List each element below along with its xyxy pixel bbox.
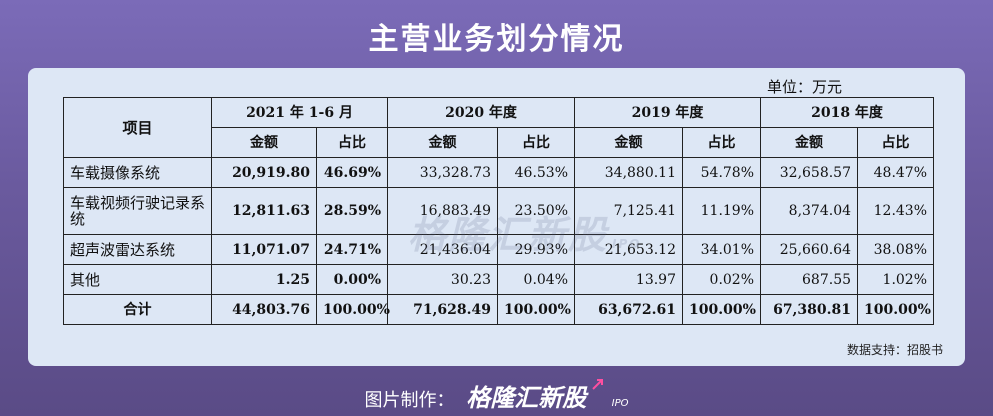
- cell: 44,803.76: [211, 294, 317, 325]
- header-item: 项目: [63, 97, 212, 158]
- cell: 21,436.04: [387, 234, 499, 265]
- cell: 100.00%: [857, 294, 935, 325]
- footer-ipo: IPO: [611, 398, 629, 409]
- header-ratio: 占比: [315, 127, 389, 158]
- table-row: 车载视频行驶记录系统 12,811.63 28.59% 16,883.49 23…: [63, 187, 935, 235]
- footer-label: 图片制作：: [364, 390, 455, 411]
- cell: 29.93%: [497, 234, 576, 265]
- footer-brand: 格隆汇新股: [466, 384, 587, 412]
- header-amount: 金额: [760, 127, 859, 158]
- cell: 46.69%: [315, 157, 389, 188]
- table-row: 车载摄像系统 20,919.80 46.69% 33,328.73 46.53%…: [63, 157, 935, 188]
- cell: 33,328.73: [387, 157, 499, 188]
- cell: 100.00%: [315, 294, 390, 325]
- cell: 54.78%: [682, 157, 762, 188]
- header-ratio: 占比: [857, 127, 935, 158]
- cell: 7,125.41: [574, 187, 684, 235]
- cell: 34,880.11: [574, 157, 684, 188]
- business-table: 项目 2021 年 1-6 月 2020 年度 2019 年度 2018 年度 …: [63, 97, 935, 325]
- cell: 46.53%: [497, 157, 576, 188]
- header-amount: 金额: [211, 127, 317, 158]
- cell: 71,628.49: [387, 294, 499, 325]
- header-period: 2021 年 1-6 月: [210, 97, 389, 128]
- cell: 25,660.64: [760, 234, 859, 265]
- cell: 1.02%: [857, 264, 935, 295]
- cell: 11.19%: [682, 187, 762, 235]
- header-row-1: 项目 2021 年 1-6 月 2020 年度 2019 年度 2018 年度: [63, 97, 935, 158]
- arrow-up-icon: [592, 379, 603, 390]
- cell: 12,811.63: [211, 187, 317, 235]
- header-period: 2019 年度: [574, 97, 762, 128]
- table-row: 其他 1.25 0.00% 30.23 0.04% 13.97 0.02% 68…: [63, 264, 935, 295]
- cell: 8,374.04: [760, 187, 859, 235]
- cell: 21,653.12: [574, 234, 684, 265]
- cell: 100.00%: [497, 294, 576, 325]
- cell: 100.00%: [682, 294, 762, 325]
- table-row: 超声波雷达系统 11,071.07 24.71% 21,436.04 29.93…: [63, 234, 935, 265]
- cell: 34.01%: [682, 234, 762, 265]
- cell: 67,380.81: [760, 294, 859, 325]
- cell: 0.02%: [682, 264, 762, 295]
- cell: 38.08%: [857, 234, 935, 265]
- cell: 48.47%: [857, 157, 935, 188]
- header-period: 2020 年度: [387, 97, 576, 128]
- cell: 32,658.57: [760, 157, 859, 188]
- header-ratio: 占比: [682, 127, 762, 158]
- row-label: 车载摄像系统: [63, 157, 212, 188]
- cell: 30.23: [387, 264, 499, 295]
- cell: 23.50%: [497, 187, 576, 235]
- header-amount: 金额: [574, 127, 684, 158]
- header-amount: 金额: [387, 127, 499, 158]
- cell: 63,672.61: [574, 294, 684, 325]
- header-ratio: 占比: [497, 127, 576, 158]
- row-label: 车载视频行驶记录系统: [63, 187, 212, 235]
- header-row-2: 金额 占比 金额 占比 金额 占比 金额 占比: [64, 127, 935, 158]
- cell: 12.43%: [857, 187, 935, 235]
- cell: 24.71%: [315, 234, 389, 265]
- cell: 0.00%: [315, 264, 389, 295]
- data-source: 数据支持：招股书: [846, 343, 943, 357]
- cell: 11,071.07: [211, 234, 317, 265]
- cell: 0.04%: [497, 264, 576, 295]
- cell: 1.25: [211, 264, 317, 295]
- cell: 687.55: [760, 264, 859, 295]
- table-row-total: 合计 44,803.76 100.00% 71,628.49 100.00% 6…: [63, 294, 935, 325]
- row-label: 其他: [63, 264, 212, 295]
- page-title: 主营业务划分情况: [368, 22, 625, 57]
- row-label: 超声波雷达系统: [63, 234, 212, 265]
- cell: 20,919.80: [211, 157, 317, 188]
- table-card: 单位：万元 项目 2021 年 1-6 月 2020 年度 2019 年度 20…: [28, 68, 965, 366]
- header-period: 2018 年度: [760, 97, 935, 128]
- footer: 图片制作： 格隆汇新股 IPO: [0, 378, 993, 413]
- cell: 28.59%: [315, 187, 389, 235]
- cell: 16,883.49: [387, 187, 499, 235]
- cell: 13.97: [574, 264, 684, 295]
- row-label-total: 合计: [63, 294, 212, 325]
- unit-label: 单位：万元: [766, 78, 842, 96]
